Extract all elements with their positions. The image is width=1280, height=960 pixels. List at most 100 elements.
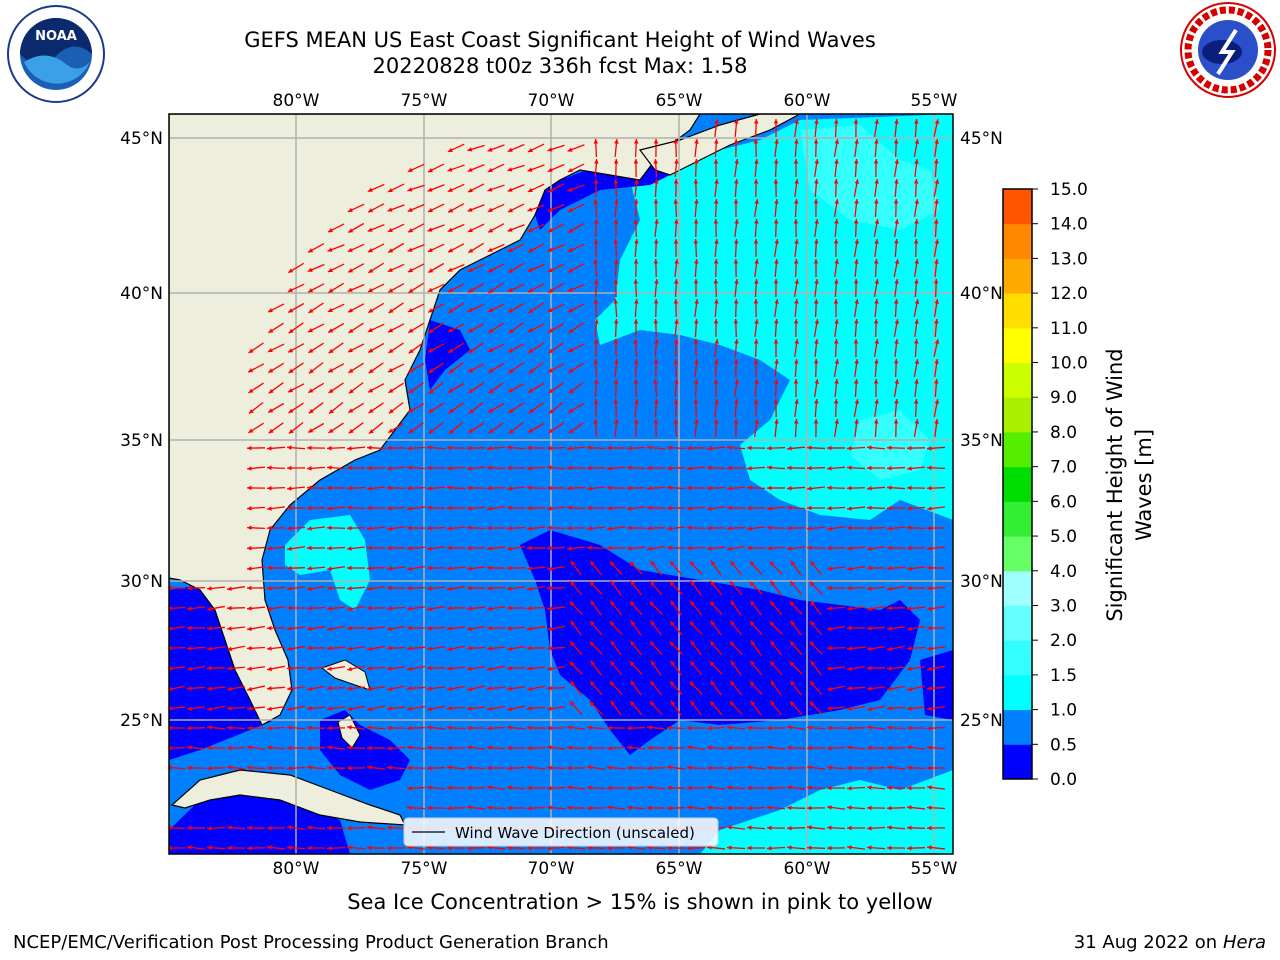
- wind-wave-arrowhead: [907, 845, 912, 851]
- colorbar: [1003, 189, 1032, 780]
- wind-wave-arrowhead: [774, 239, 779, 244]
- wind-wave-arrowhead: [247, 645, 252, 651]
- wind-wave-arrowhead: [753, 239, 759, 244]
- wind-wave-arrowhead: [288, 308, 294, 313]
- wind-wave-arrowhead: [887, 465, 892, 471]
- wind-wave-arrowhead: [914, 139, 920, 144]
- wind-wave-arrowhead: [287, 825, 292, 830]
- wind-wave-arrowhead: [347, 505, 352, 511]
- wind-wave-arrowhead: [288, 368, 294, 374]
- colorbar-tick-label: 14.0: [1050, 215, 1088, 235]
- colorbar-segment: [1003, 674, 1032, 711]
- wind-wave-arrowhead: [633, 159, 639, 164]
- wind-wave-arrowhead: [613, 299, 618, 304]
- wind-wave-arrowhead: [507, 785, 512, 790]
- wind-wave-arrowhead: [907, 506, 912, 511]
- wind-wave-arrowhead: [827, 526, 832, 531]
- wind-wave-arrowhead: [827, 606, 832, 611]
- wind-wave-arrowhead: [367, 765, 372, 770]
- wind-wave-arrowhead: [847, 686, 852, 691]
- wind-wave-arrowhead: [348, 268, 354, 273]
- wind-wave-arrowhead: [827, 825, 832, 831]
- wind-wave-arrowhead: [729, 641, 735, 647]
- wind-wave-arrowhead: [408, 388, 414, 394]
- wind-wave-arrowhead: [887, 566, 892, 571]
- wind-wave-arrowhead: [407, 506, 412, 511]
- wind-wave-arrowhead: [207, 665, 212, 671]
- wind-wave-arrowhead: [734, 339, 739, 344]
- wind-wave-arrowhead: [547, 585, 552, 591]
- wind-wave-arrowhead: [487, 745, 492, 750]
- wind-wave-arrowhead: [507, 167, 513, 172]
- wind-wave-arrowhead: [934, 299, 939, 304]
- wind-wave-arrowhead: [629, 561, 635, 567]
- wind-wave-arrowhead: [594, 379, 599, 384]
- wind-wave-arrowhead: [767, 845, 772, 851]
- wind-wave-arrowhead: [773, 379, 779, 384]
- wind-wave-arrowhead: [447, 725, 452, 731]
- wind-wave-arrowhead: [750, 600, 755, 606]
- lat-label: 40°N: [960, 284, 1003, 304]
- wind-wave-arrowhead: [527, 545, 532, 551]
- colorbar-tick-label: 15.0: [1050, 180, 1088, 200]
- wind-wave-arrowhead: [874, 399, 879, 404]
- wind-wave-arrowhead: [307, 765, 312, 770]
- wind-wave-arrowhead: [448, 388, 454, 393]
- wind-wave-arrowhead: [387, 606, 392, 611]
- wind-wave-arrowhead: [369, 429, 374, 434]
- wind-wave-arrowhead: [587, 805, 592, 811]
- colorbar-tick-label: 7.0: [1050, 458, 1077, 478]
- wind-wave-arrowhead: [833, 339, 839, 344]
- wind-wave-arrowhead: [814, 319, 820, 324]
- wind-wave-arrowhead: [527, 845, 532, 851]
- wind-wave-arrowhead: [669, 641, 675, 647]
- wind-wave-arrowhead: [407, 307, 413, 313]
- colorbar-tick-label: 9.0: [1050, 388, 1077, 408]
- wind-wave-arrowhead: [694, 139, 699, 144]
- wind-wave-arrowhead: [427, 765, 432, 771]
- wind-wave-arrowhead: [673, 339, 679, 344]
- wind-wave-arrowhead: [634, 179, 639, 184]
- wind-wave-arrowhead: [774, 359, 779, 364]
- wind-wave-arrowhead: [387, 706, 392, 711]
- wind-wave-arrowhead: [347, 207, 353, 212]
- wind-wave-arrowhead: [787, 486, 792, 491]
- wind-wave-arrowhead: [267, 845, 272, 850]
- wind-wave-arrowhead: [887, 725, 892, 731]
- lon-label: 80°W: [273, 859, 320, 879]
- wind-wave-arrowhead: [307, 725, 312, 731]
- wind-wave-arrowhead: [247, 825, 252, 831]
- wind-wave-arrowhead: [367, 486, 372, 491]
- wind-wave-arrowhead: [428, 328, 434, 334]
- wind-wave-arrowhead: [327, 485, 332, 491]
- wind-wave-arrowhead: [694, 199, 699, 204]
- wind-wave-arrowhead: [327, 685, 332, 691]
- wind-wave-arrowhead: [927, 785, 932, 790]
- wind-wave-arrowhead: [793, 219, 799, 224]
- wind-wave-arrowhead: [934, 239, 940, 244]
- wind-wave-arrowhead: [468, 348, 474, 354]
- wind-wave-arrowhead: [874, 139, 879, 144]
- wind-wave-arrowhead: [227, 845, 232, 851]
- wind-wave-arrowhead: [567, 805, 572, 811]
- wind-wave-arrowhead: [887, 545, 892, 551]
- wind-wave-arrowhead: [307, 485, 312, 491]
- wind-wave-arrowhead: [847, 706, 852, 711]
- colorbar-tick-label: 13.0: [1050, 249, 1088, 269]
- wind-wave-arrowhead: [347, 287, 353, 292]
- colorbar-tick-label: 5.0: [1050, 527, 1077, 547]
- wind-wave-arrowhead: [887, 825, 892, 830]
- wind-wave-arrowhead: [508, 328, 514, 334]
- wind-wave-arrowhead: [934, 399, 940, 404]
- wind-wave-arrowhead: [247, 765, 252, 771]
- wind-wave-arrowhead: [567, 745, 572, 751]
- wind-wave-arrowhead: [488, 328, 494, 333]
- land-nova-scotia: [638, 114, 801, 176]
- wind-wave-arrowhead: [927, 506, 932, 511]
- wind-wave-arrowhead: [287, 745, 292, 751]
- wind-wave-arrowhead: [607, 526, 612, 531]
- wind-wave-arrowhead: [727, 546, 732, 551]
- wind-wave-arrowhead: [427, 805, 432, 811]
- wind-wave-arrowhead: [507, 465, 512, 471]
- wind-wave-arrowhead: [368, 208, 374, 213]
